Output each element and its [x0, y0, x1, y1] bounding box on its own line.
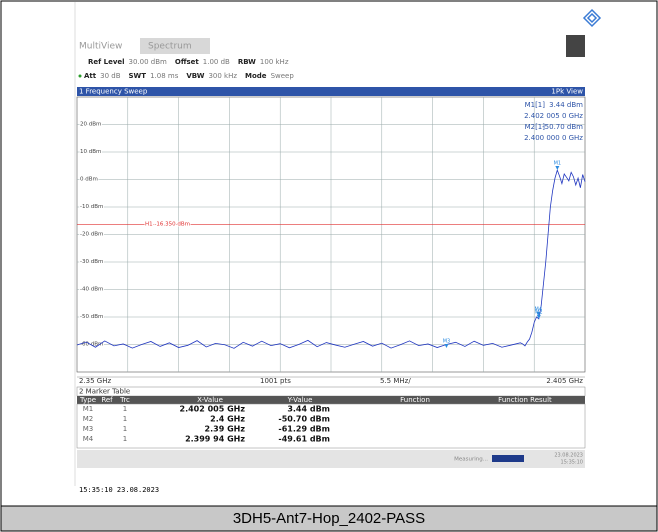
status-bar: [77, 450, 585, 468]
cell-y: 3.44 dBm: [287, 405, 330, 414]
tab-bg: [140, 38, 210, 54]
column-header: Trc: [119, 396, 130, 404]
table-body: [76, 403, 586, 449]
y-tick-label: -60 dBm: [80, 342, 103, 348]
y-tick-label: -40 dBm: [80, 287, 103, 293]
column-header: Type: [79, 396, 96, 404]
points-label: 1001 pts: [260, 377, 291, 385]
sweep-header: [77, 87, 585, 96]
y-tick-label: -50 dBm: [80, 314, 103, 320]
setting-value: 30.00 dBm: [129, 58, 168, 66]
y-tick-label: -30 dBm: [80, 259, 103, 265]
division-label: 5.5 MHz/: [380, 377, 411, 385]
tab[interactable]: MultiView: [79, 42, 122, 52]
trace: [76, 168, 586, 349]
setting-label: Offset: [175, 58, 200, 66]
setting-value: 100 kHz: [260, 58, 289, 66]
marker: [536, 314, 541, 319]
sweep-title: 1 Frequency Sweep: [79, 88, 148, 96]
table-title-bar: [76, 386, 586, 397]
column-header: X-Value: [197, 396, 223, 404]
cell-y: -61.29 dBm: [278, 425, 330, 434]
cell-type: M2: [83, 415, 94, 423]
readout-name: M2[1]: [525, 123, 546, 131]
x-tick-label: 2.35 GHz: [79, 377, 111, 385]
setting-label: Ref Level: [88, 58, 125, 66]
setting-label: Mode: [245, 72, 267, 80]
cell-trc: 1: [123, 405, 127, 413]
status-text: Measuring...: [454, 457, 488, 463]
column-header: Ref: [101, 396, 113, 404]
caption-band: [0, 505, 658, 532]
y-tick-label: 10 dBm: [80, 149, 101, 155]
cell-trc: 1: [123, 435, 127, 443]
cell-type: M4: [83, 435, 94, 443]
setting-label: RBW: [238, 58, 256, 66]
setting-value: 1.08 ms: [150, 72, 179, 80]
y-tick-label: -20 dBm: [80, 232, 103, 238]
setting-label: Att: [84, 72, 97, 80]
cell-x: 2.4 GHz: [210, 415, 245, 424]
readout-y: -50.70 dBm: [542, 123, 583, 131]
table-title: 2 Marker Table: [79, 388, 130, 396]
column-header: Function Result: [498, 396, 552, 404]
marker: [536, 311, 541, 316]
readout-y: 3.44 dBm: [549, 101, 583, 109]
table-header: [77, 396, 585, 404]
setting-label: SWT: [129, 72, 147, 80]
progress-bar: [492, 455, 524, 462]
cell-x: 2.402 005 GHz: [180, 405, 246, 414]
indicator: [78, 74, 82, 78]
cell-type: M1: [83, 405, 94, 413]
marker-label: M1: [554, 161, 562, 167]
marker-label: M4: [535, 306, 543, 312]
caption: 3DH5-Ant7-Hop_2402-PASS: [233, 510, 425, 527]
y-tick-label: -10 dBm: [80, 204, 103, 210]
display-line-label: H1 -16.350 dBm: [145, 221, 190, 227]
menu-button[interactable]: [566, 35, 585, 57]
setting-value: 1.00 dB: [203, 58, 230, 66]
setting-value: Sweep: [271, 72, 295, 80]
cell-y: -49.61 dBm: [278, 435, 330, 444]
setting-value: 300 kHz: [208, 72, 237, 80]
cell-type: M3: [83, 425, 94, 433]
readout-x: 2.400 000 0 GHz: [524, 134, 583, 142]
tab[interactable]: Spectrum: [148, 42, 192, 52]
setting-label: VBW: [186, 72, 204, 80]
y-tick-label: 0 dBm: [80, 177, 98, 183]
status-date: 23.08.2023: [554, 453, 583, 459]
cell-trc: 1: [123, 425, 127, 433]
timestamp: 15:35:10 23.08.2023: [79, 486, 159, 494]
readout-name: M1[1]: [525, 101, 546, 109]
marker: [555, 166, 560, 171]
column-header: Y-Value: [287, 396, 313, 404]
status-time: 15:35:10: [561, 460, 583, 466]
marker: [444, 344, 449, 349]
marker-label: M3: [443, 339, 451, 345]
column-header: Function: [400, 396, 430, 404]
cell-y: -50.70 dBm: [278, 415, 330, 424]
view-label: 1Pk View: [551, 88, 583, 96]
cell-x: 2.399 94 GHz: [185, 435, 245, 444]
logo: [582, 8, 602, 28]
cell-trc: 1: [123, 415, 127, 423]
x-tick-label: 2.405 GHz: [546, 377, 583, 385]
setting-value: 30 dB: [100, 72, 121, 80]
readout-x: 2.402 005 0 GHz: [524, 112, 583, 120]
y-tick-label: 20 dBm: [80, 122, 101, 128]
cell-x: 2.39 GHz: [205, 425, 246, 434]
